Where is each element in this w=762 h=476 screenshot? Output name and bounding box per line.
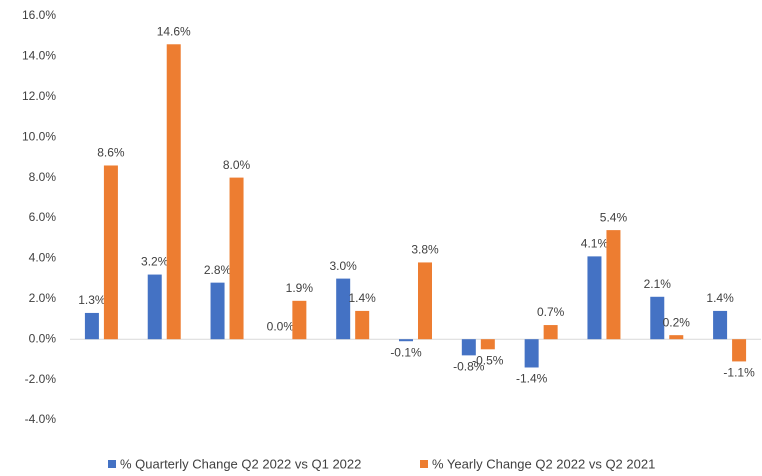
data-label: 14.6% — [157, 24, 191, 38]
legend-label: % Yearly Change Q2 2022 vs Q2 2021 — [432, 456, 655, 471]
data-label: 0.0% — [267, 319, 295, 333]
y-tick-label: 14.0% — [22, 49, 56, 63]
bar — [399, 339, 413, 342]
y-tick-label: 16.0% — [22, 8, 56, 22]
y-tick-label: 10.0% — [22, 129, 56, 143]
data-label: 1.3% — [78, 293, 106, 307]
data-label: -0.5% — [472, 353, 504, 367]
y-tick-label: 0.0% — [29, 331, 57, 345]
bar — [418, 262, 432, 340]
bar — [355, 310, 370, 340]
data-label: 8.6% — [97, 146, 125, 160]
data-label: 5.4% — [600, 210, 628, 224]
bar — [336, 278, 351, 340]
legend-label: % Quarterly Change Q2 2022 vs Q1 2022 — [120, 456, 361, 471]
bar — [669, 335, 684, 340]
data-label: 4.1% — [581, 237, 609, 251]
bar — [84, 312, 99, 340]
data-label: -0.1% — [390, 345, 422, 359]
y-tick-label: -4.0% — [25, 412, 57, 426]
data-label: 3.2% — [141, 255, 169, 269]
data-label: 1.4% — [349, 291, 377, 305]
bar — [524, 339, 539, 368]
data-label: 1.4% — [706, 291, 734, 305]
data-label: 3.8% — [411, 243, 439, 257]
bar — [732, 339, 747, 362]
y-tick-label: -2.0% — [25, 372, 57, 386]
data-label: -0.8% — [453, 360, 485, 374]
bar — [292, 300, 307, 340]
bar — [587, 256, 602, 340]
data-label: 2.1% — [644, 277, 672, 291]
bar — [650, 296, 665, 340]
bar — [210, 282, 225, 340]
y-tick-label: 12.0% — [22, 89, 56, 103]
bar — [166, 44, 181, 340]
y-tick-label: 6.0% — [29, 210, 57, 224]
y-tick-label: 2.0% — [29, 291, 57, 305]
y-tick-label: 4.0% — [29, 251, 57, 265]
data-label: 8.0% — [223, 158, 251, 172]
bar — [229, 177, 244, 340]
legend-swatch — [108, 460, 116, 468]
bar — [543, 325, 558, 340]
bar — [480, 339, 495, 350]
bar — [103, 165, 118, 340]
y-tick-label: 8.0% — [29, 170, 57, 184]
data-label: 3.0% — [330, 259, 358, 273]
bar — [713, 310, 728, 340]
data-label: 2.8% — [204, 263, 232, 277]
bar — [606, 230, 621, 340]
bar — [147, 274, 162, 340]
bar — [461, 339, 476, 356]
data-label: -1.1% — [723, 366, 755, 380]
legend-swatch — [420, 460, 428, 468]
data-label: 0.7% — [537, 305, 565, 319]
data-label: -1.4% — [516, 372, 548, 386]
data-label: 0.2% — [663, 315, 691, 329]
data-label: 1.9% — [286, 281, 314, 295]
